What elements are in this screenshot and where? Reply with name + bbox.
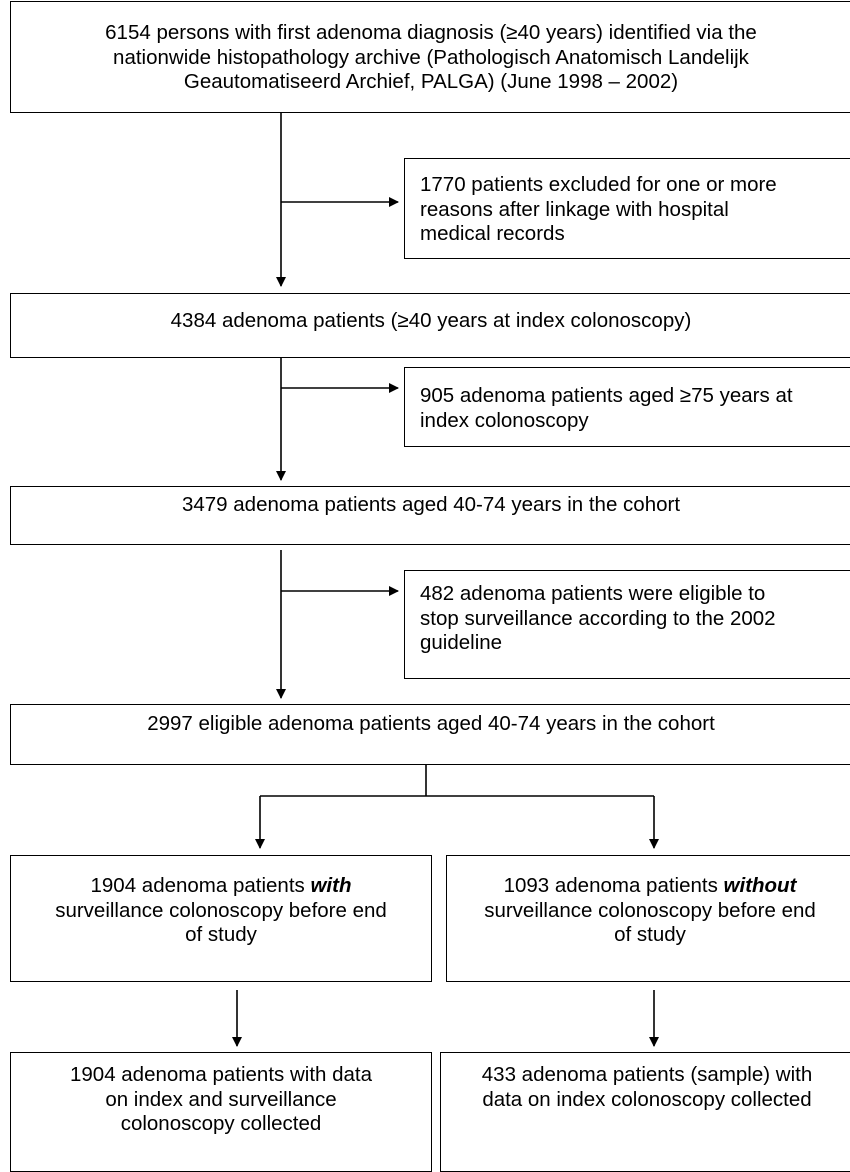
text-line: guideline: [420, 631, 503, 654]
text-line: 3479 adenoma patients aged 40-74 years i…: [181, 493, 681, 516]
text-line: on index and surveillance: [105, 1087, 337, 1111]
box-with-data-collected-text: 1904 adenoma patients with data on index…: [12, 1063, 430, 1137]
box-with-surveillance: [10, 855, 432, 982]
text-line: 4384 adenoma patients (≥40 years at inde…: [170, 309, 692, 332]
box-exclusion-1-text: 1770 patients excluded for one or more r…: [420, 173, 848, 247]
text-line: surveillance colonoscopy before end: [484, 898, 816, 922]
text-line: 1093 adenoma patients without: [448, 874, 850, 899]
text-line: stop surveillance according to the 2002: [420, 606, 776, 630]
box-eligible-cohort-text: 2997 eligible adenoma patients aged 40-7…: [12, 712, 850, 737]
box-adenoma-40plus: [10, 293, 850, 358]
box-initial-cohort: [10, 1, 850, 113]
text-line: colonoscopy collected: [120, 1112, 322, 1135]
box-exclusion-2: [404, 367, 850, 447]
box-without-surveillance-text: 1093 adenoma patients without surveillan…: [448, 874, 850, 948]
box-exclusion-2-text: 905 adenoma patients aged ≥75 years at i…: [420, 384, 848, 433]
box-initial-cohort-text: 6154 persons with first adenoma diagnosi…: [12, 21, 850, 95]
box-adenoma-40-74-text: 3479 adenoma patients aged 40-74 years i…: [12, 493, 850, 518]
box-eligible-cohort: [10, 704, 850, 765]
text-line: 1770 patients excluded for one or more: [420, 173, 777, 196]
box-adenoma-40-74: [10, 486, 850, 545]
text-line: 1904 adenoma patients with: [12, 874, 430, 899]
text-line: surveillance colonoscopy before end: [55, 898, 387, 922]
text-line: data on index colonoscopy collected: [482, 1087, 812, 1111]
text-line: Geautomatiseerd Archief, PALGA) (June 19…: [183, 70, 679, 93]
box-exclusion-1: [404, 158, 850, 259]
box-exclusion-3-text: 482 adenoma patients were eligible to st…: [420, 582, 848, 656]
text-prefix: 1904 adenoma patients: [90, 874, 311, 897]
text-line: 482 adenoma patients were eligible to: [420, 582, 766, 605]
box-with-surveillance-text: 1904 adenoma patients with surveillance …: [12, 874, 430, 948]
box-with-data-collected: [10, 1052, 432, 1172]
text-emphasis: without: [723, 874, 797, 897]
text-prefix: 1093 adenoma patients: [503, 874, 724, 897]
text-line: 905 adenoma patients aged ≥75 years at: [420, 384, 793, 407]
box-exclusion-3: [404, 570, 850, 679]
text-line: of study: [614, 923, 686, 946]
text-line: 433 adenoma patients (sample) with: [481, 1063, 813, 1086]
text-line: 6154 persons with first adenoma diagnosi…: [105, 21, 757, 44]
text-line: index colonoscopy: [420, 408, 589, 432]
box-adenoma-40plus-text: 4384 adenoma patients (≥40 years at inde…: [12, 309, 850, 334]
text-line: 1904 adenoma patients with data: [69, 1063, 373, 1086]
box-without-surveillance: [446, 855, 850, 982]
text-emphasis: with: [310, 874, 352, 897]
text-line: 2997 eligible adenoma patients aged 40-7…: [147, 712, 715, 735]
text-line: reasons after linkage with hospital: [420, 197, 729, 221]
text-line: of study: [185, 923, 257, 946]
text-line: nationwide histopathology archive (Patho…: [113, 45, 749, 69]
text-line: medical records: [420, 222, 565, 245]
box-sample-data-collected-text: 433 adenoma patients (sample) with data …: [442, 1063, 850, 1112]
